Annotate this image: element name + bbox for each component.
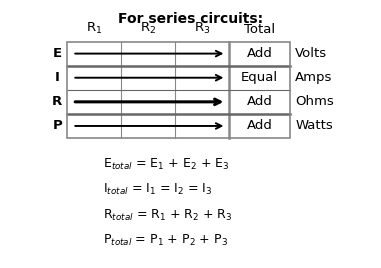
Text: P$_{total}$ = P$_1$ + P$_2$ + P$_3$: P$_{total}$ = P$_1$ + P$_2$ + P$_3$ [103,233,228,248]
Text: R$_3$: R$_3$ [194,21,210,36]
Text: Add: Add [247,95,272,108]
Text: R$_2$: R$_2$ [140,21,156,36]
Text: Add: Add [247,47,272,60]
Text: Amps: Amps [295,71,333,84]
Bar [67,42,290,138]
Text: Add: Add [247,120,272,132]
Text: Volts: Volts [295,47,327,60]
Text: P: P [52,120,62,132]
Text: For series circuits:: For series circuits: [118,12,263,26]
Text: Watts: Watts [295,120,333,132]
Text: E: E [53,47,62,60]
Text: R$_{total}$ = R$_1$ + R$_2$ + R$_3$: R$_{total}$ = R$_1$ + R$_2$ + R$_3$ [103,208,232,223]
Text: R: R [52,95,62,108]
Text: I: I [55,71,59,84]
Text: Ohms: Ohms [295,95,334,108]
Text: Total: Total [244,23,275,36]
Text: Equal: Equal [241,71,278,84]
Text: E$_{total}$ = E$_1$ + E$_2$ + E$_3$: E$_{total}$ = E$_1$ + E$_2$ + E$_3$ [103,157,229,172]
Text: I$_{total}$ = I$_1$ = I$_2$ = I$_3$: I$_{total}$ = I$_1$ = I$_2$ = I$_3$ [103,182,213,197]
Text: R$_1$: R$_1$ [86,21,102,36]
